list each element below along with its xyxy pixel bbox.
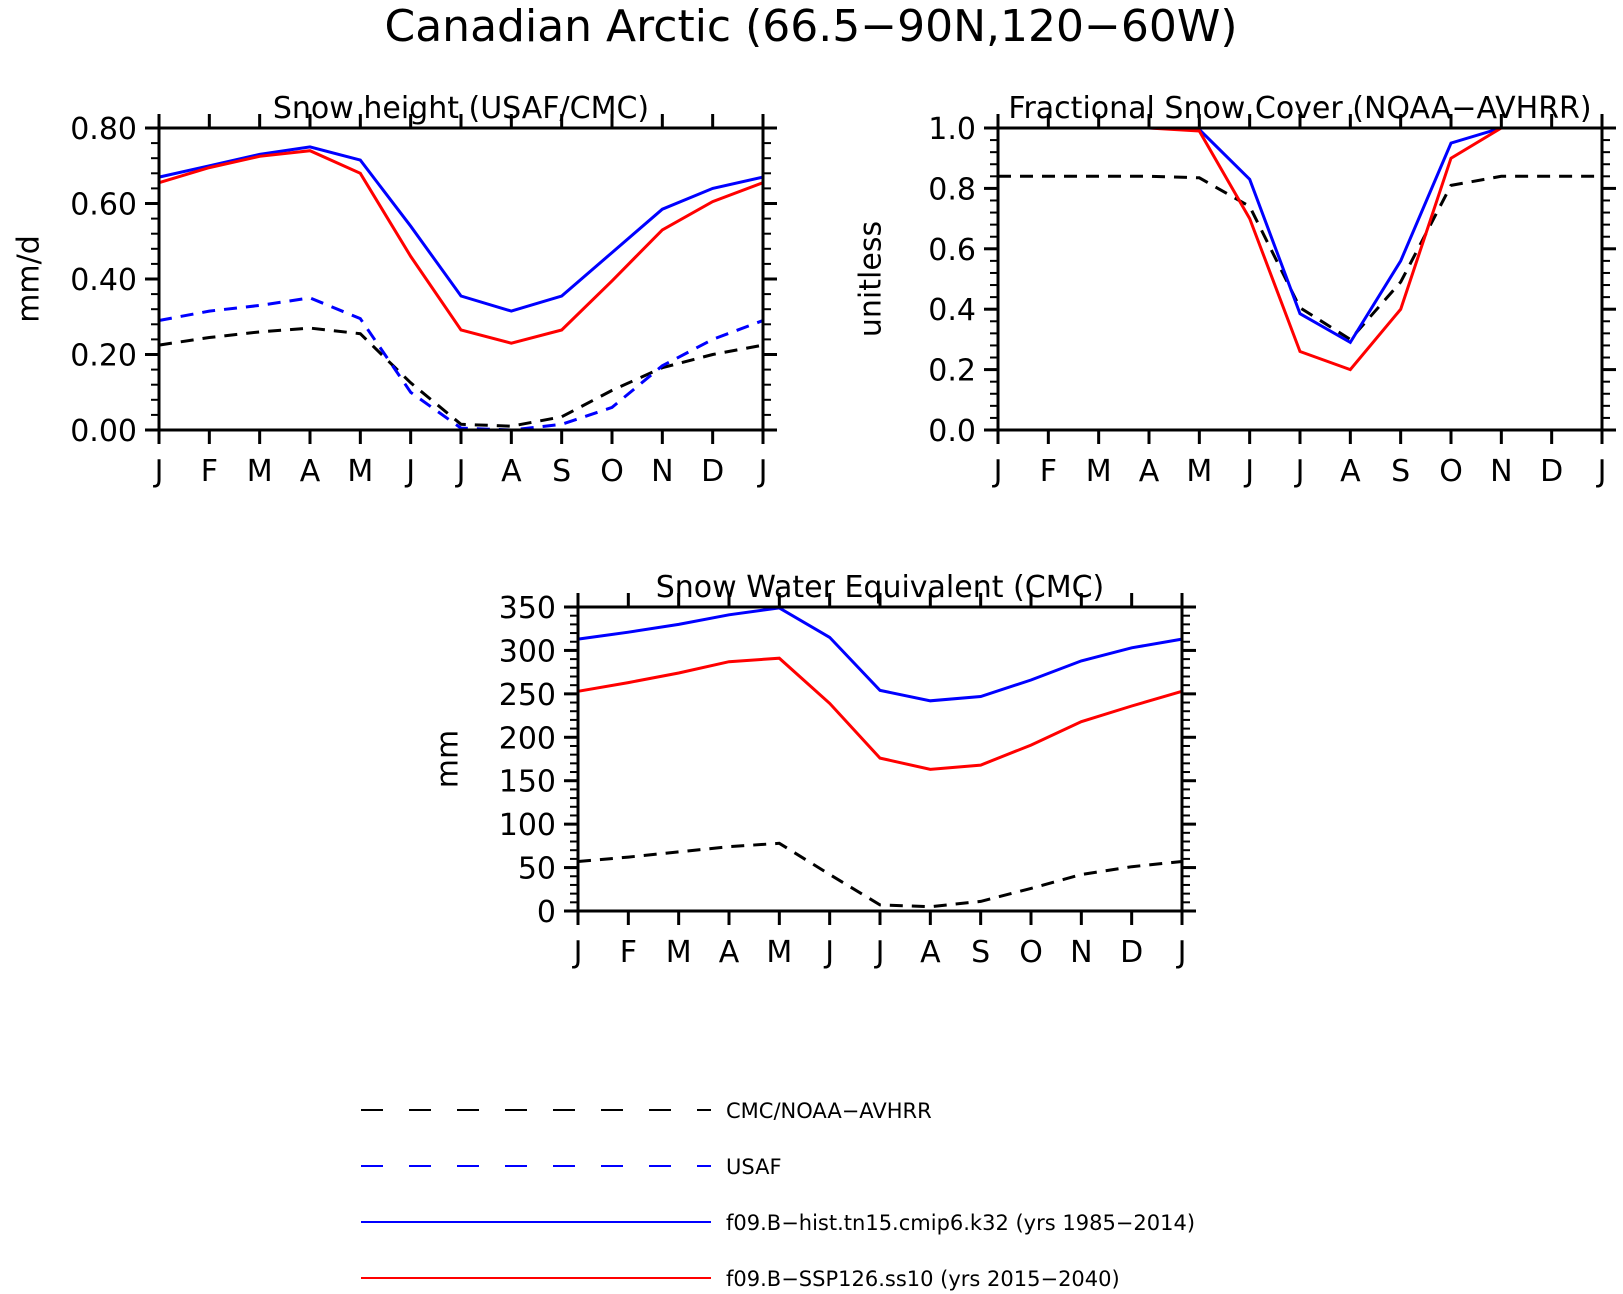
- x-tick-label: J: [1176, 935, 1187, 970]
- series-line-1: [998, 174, 1602, 342]
- y-tick-label: 250: [499, 678, 556, 713]
- y-tick-label: 0.40: [70, 263, 137, 298]
- x-tick-label: F: [620, 935, 637, 970]
- x-tick-label: M: [1086, 454, 1112, 489]
- figure-title: Canadian Arctic (66.5−90N,120−60W): [385, 1, 1238, 52]
- series-line-1: [577, 841, 1183, 909]
- x-tick-label: O: [1019, 935, 1043, 970]
- x-tick-label: D: [1120, 935, 1143, 970]
- chart-panel-3: Snow Water Equivalent (CMC)mmJ F M A M J J A S O N…: [431, 570, 1196, 970]
- series-line-1: [158, 326, 764, 428]
- y-tick-label: 0.60: [70, 188, 137, 223]
- legend-label: USAF: [726, 1155, 782, 1179]
- legend-label: f09.B−hist.tn15.cmip6.k32 (yrs 1985−2014…: [726, 1211, 1195, 1235]
- x-tick-label: O: [1439, 454, 1463, 489]
- panels: Snow height (USAF/CMC)mm/dJ F M A M J J A S O N D J0…: [12, 91, 1616, 970]
- y-tick-label: 150: [499, 765, 556, 800]
- y-tick-label: 0: [537, 895, 556, 930]
- x-tick-label: M: [247, 454, 273, 489]
- x-tick-label: S: [552, 454, 571, 489]
- chart-panel-1: Snow height (USAF/CMC)mm/dJ F M A M J J A S O N D J0…: [12, 91, 777, 489]
- y-tick-label: 300: [499, 634, 556, 669]
- x-tick-label: S: [971, 935, 990, 970]
- x-tick-label: J: [1596, 454, 1607, 489]
- x-tick-label: D: [1540, 454, 1563, 489]
- y-tick-label: 50: [518, 852, 556, 887]
- x-tick-label: F: [1040, 454, 1057, 489]
- x-tick-label: A: [1340, 454, 1361, 489]
- x-tick-label: S: [1391, 454, 1410, 489]
- x-tick-label: A: [719, 935, 740, 970]
- y-tick-label: 200: [499, 721, 556, 756]
- y-tick-label: 0.8: [928, 172, 976, 207]
- x-tick-label: O: [600, 454, 624, 489]
- legend-label: CMC/NOAA−AVHRR: [726, 1099, 932, 1123]
- series-line-3: [998, 126, 1602, 372]
- x-tick-label: J: [572, 935, 583, 970]
- x-tick-label: M: [347, 454, 373, 489]
- legend-label: f09.B−SSP126.ss10 (yrs 2015−2040): [726, 1267, 1120, 1291]
- series-line-3: [577, 656, 1183, 771]
- legend: CMC/NOAA−AVHRR USAF f09.B−hist.tn15.cmip6.…: [361, 1099, 1195, 1291]
- x-tick-label: J: [992, 454, 1003, 489]
- x-tick-label: J: [404, 454, 415, 489]
- x-tick-label: J: [874, 935, 885, 970]
- series-line-3: [158, 145, 764, 313]
- x-tick-label: J: [757, 454, 768, 489]
- chart-panel-2: Fractional Snow Cover (NOAA−AVHRR)unitle…: [854, 91, 1616, 489]
- y-axis-label: mm: [431, 730, 466, 788]
- x-tick-label: N: [1070, 935, 1092, 970]
- y-tick-label: 0.2: [928, 354, 976, 389]
- x-tick-label: M: [766, 935, 792, 970]
- x-tick-label: A: [920, 935, 941, 970]
- x-tick-label: J: [455, 454, 466, 489]
- y-axis-label: unitless: [854, 221, 889, 337]
- x-tick-label: M: [666, 935, 692, 970]
- plot-frame: [996, 126, 1604, 432]
- y-tick-label: 0.4: [928, 293, 976, 328]
- y-tick-label: 0.80: [70, 112, 137, 147]
- series-line-4: [158, 149, 764, 345]
- y-tick-label: 0.00: [70, 414, 137, 449]
- y-tick-label: 0.6: [928, 233, 976, 268]
- x-tick-label: J: [1243, 454, 1254, 489]
- y-tick-label: 0.0: [928, 414, 976, 449]
- series-line-2: [998, 126, 1602, 345]
- x-tick-label: J: [153, 454, 164, 489]
- y-tick-label: 100: [499, 808, 556, 843]
- x-tick-label: A: [1139, 454, 1160, 489]
- x-tick-label: A: [501, 454, 522, 489]
- y-axis-label: mm/d: [12, 235, 47, 323]
- plot-frame: [157, 126, 765, 432]
- plot-frame: [576, 605, 1184, 913]
- x-tick-label: D: [701, 454, 724, 489]
- x-tick-label: M: [1186, 454, 1212, 489]
- y-tick-label: 350: [499, 591, 556, 626]
- y-tick-label: 0.20: [70, 339, 137, 374]
- x-tick-label: N: [651, 454, 673, 489]
- x-tick-label: N: [1490, 454, 1512, 489]
- series-line-2: [577, 606, 1183, 703]
- x-tick-label: F: [201, 454, 218, 489]
- y-tick-label: 1.0: [928, 112, 976, 147]
- x-tick-label: J: [1294, 454, 1305, 489]
- series-line-2: [158, 296, 764, 432]
- x-tick-label: J: [823, 935, 834, 970]
- x-tick-label: A: [300, 454, 321, 489]
